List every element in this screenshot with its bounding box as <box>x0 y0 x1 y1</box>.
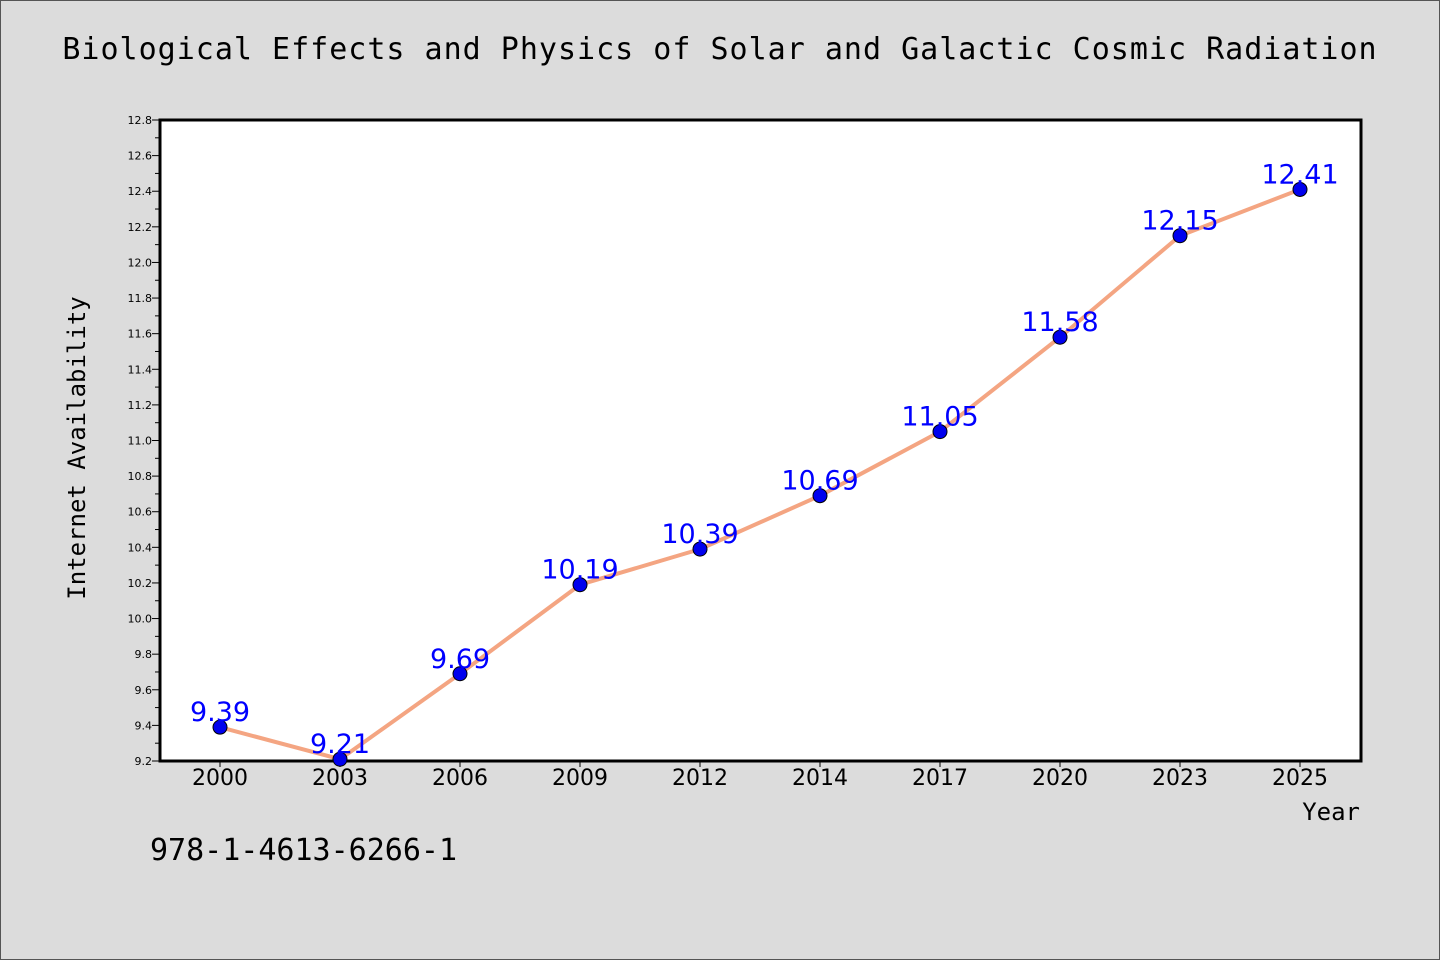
data-point <box>212 719 228 735</box>
y-tick-label: 9.6 <box>135 684 153 697</box>
data-point <box>812 488 828 504</box>
data-point <box>932 424 948 440</box>
data-label: 10.19 <box>541 555 618 586</box>
data-label: 10.39 <box>661 519 738 550</box>
x-tick-label: 2017 <box>912 766 968 791</box>
x-tick-label: 2012 <box>672 766 728 791</box>
data-label: 12.41 <box>1261 159 1338 190</box>
data-label: 11.58 <box>1021 307 1098 338</box>
y-tick-label: 12.8 <box>128 114 153 127</box>
x-tick-label: 2003 <box>312 766 368 791</box>
y-tick-label: 11.8 <box>128 292 153 305</box>
y-tick-label: 10.0 <box>128 613 153 626</box>
y-tick-label: 12.2 <box>128 221 153 234</box>
data-point <box>452 666 468 682</box>
x-tick-label: 2025 <box>1272 766 1328 791</box>
y-tick-label: 11.0 <box>128 435 153 448</box>
y-tick-label: 10.4 <box>128 541 153 554</box>
x-tick-label: 2023 <box>1152 766 1208 791</box>
y-tick-label: 12.0 <box>128 256 153 269</box>
x-tick-label: 2020 <box>1032 766 1088 791</box>
series-line-group <box>218 187 1302 762</box>
y-tick-label: 10.2 <box>128 577 153 590</box>
data-point <box>1292 181 1308 197</box>
data-point <box>332 751 348 767</box>
x-tick-label: 2014 <box>792 766 848 791</box>
y-axis: 9.2 9.4 9.6 9.8 10.0 10.2 10.4 10.6 10.8 11.0 11.2… <box>128 114 160 768</box>
data-label: 12.15 <box>1141 206 1218 237</box>
y-tick-label: 9.4 <box>135 719 153 732</box>
data-labels: 9.39 9.21 9.69 10.19 10.39 10.69 11.05 11.58 12.… <box>190 159 1339 760</box>
x-tick-label: 2000 <box>192 766 248 791</box>
data-points <box>212 181 1308 767</box>
y-tick-label: 9.8 <box>135 648 153 661</box>
data-point <box>572 577 588 593</box>
y-tick-label: 12.6 <box>128 150 153 163</box>
y-tick-label: 11.2 <box>128 399 153 412</box>
plot-area <box>158 118 1363 763</box>
y-tick-label: 9.2 <box>135 755 153 768</box>
footnote-isbn: 978-1-4613-6266-1 <box>150 833 458 868</box>
y-tick-label: 11.4 <box>128 363 153 376</box>
y-tick-label: 11.6 <box>128 328 153 341</box>
data-label: 9.69 <box>430 644 490 675</box>
y-tick-label: 10.6 <box>128 506 153 519</box>
y-axis-label: Internet Availability <box>63 296 91 599</box>
data-label: 10.69 <box>781 466 858 497</box>
data-point <box>1052 329 1068 345</box>
y-tick-label: 12.4 <box>128 185 153 198</box>
x-tick-label: 2006 <box>432 766 488 791</box>
data-point <box>692 541 708 557</box>
chart-title: Biological Effects and Physics of Solar … <box>62 32 1378 67</box>
series-line <box>218 187 1302 762</box>
x-axis: 2000 2003 2006 2009 2012 2014 2017 2020 2023 2025 <box>192 761 1328 791</box>
data-label: 9.21 <box>310 729 370 760</box>
y-tick-label: 10.8 <box>128 470 153 483</box>
x-tick-label: 2009 <box>552 766 608 791</box>
data-point <box>1172 228 1188 244</box>
data-label: 11.05 <box>901 402 978 433</box>
data-label: 9.39 <box>190 697 250 728</box>
x-axis-label: Year <box>1302 798 1360 826</box>
